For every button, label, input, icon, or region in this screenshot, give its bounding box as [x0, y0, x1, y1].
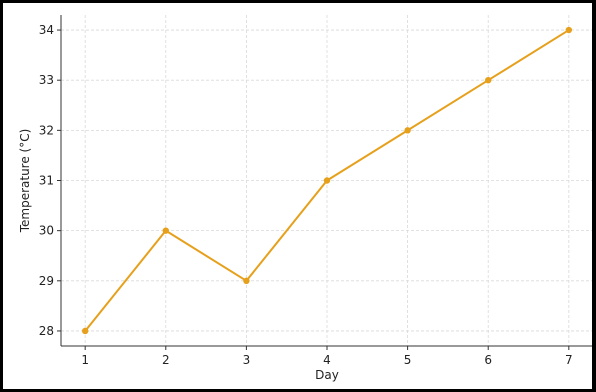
- x-tick-label: 6: [484, 353, 492, 367]
- data-point: [485, 76, 492, 84]
- y-tick-label: 28: [39, 324, 54, 338]
- data-point: [323, 177, 331, 184]
- x-tick-label: 1: [81, 353, 89, 367]
- x-tick-label: 3: [243, 353, 251, 367]
- axes: [57, 15, 593, 350]
- data-point: [162, 227, 169, 234]
- data-point: [243, 277, 250, 285]
- y-tick-label: 32: [39, 123, 54, 137]
- y-tick-label: 33: [39, 73, 54, 87]
- y-tick-label: 31: [39, 174, 54, 188]
- data-point: [565, 26, 573, 34]
- x-axis-label: Day: [315, 368, 339, 382]
- x-tick-label: 2: [162, 353, 170, 367]
- y-axis-label: Temperature (°C): [18, 129, 32, 234]
- x-tick-label: 7: [565, 353, 573, 367]
- x-tick-label: 4: [323, 353, 331, 367]
- data-series: [81, 26, 573, 335]
- y-tick-label: 34: [39, 23, 54, 37]
- data-point: [81, 327, 89, 335]
- y-tick-label: 30: [39, 224, 54, 238]
- grid-lines: [61, 15, 593, 346]
- y-tick-label: 29: [39, 274, 54, 288]
- data-point: [404, 127, 411, 134]
- x-tick-label: 5: [404, 353, 412, 367]
